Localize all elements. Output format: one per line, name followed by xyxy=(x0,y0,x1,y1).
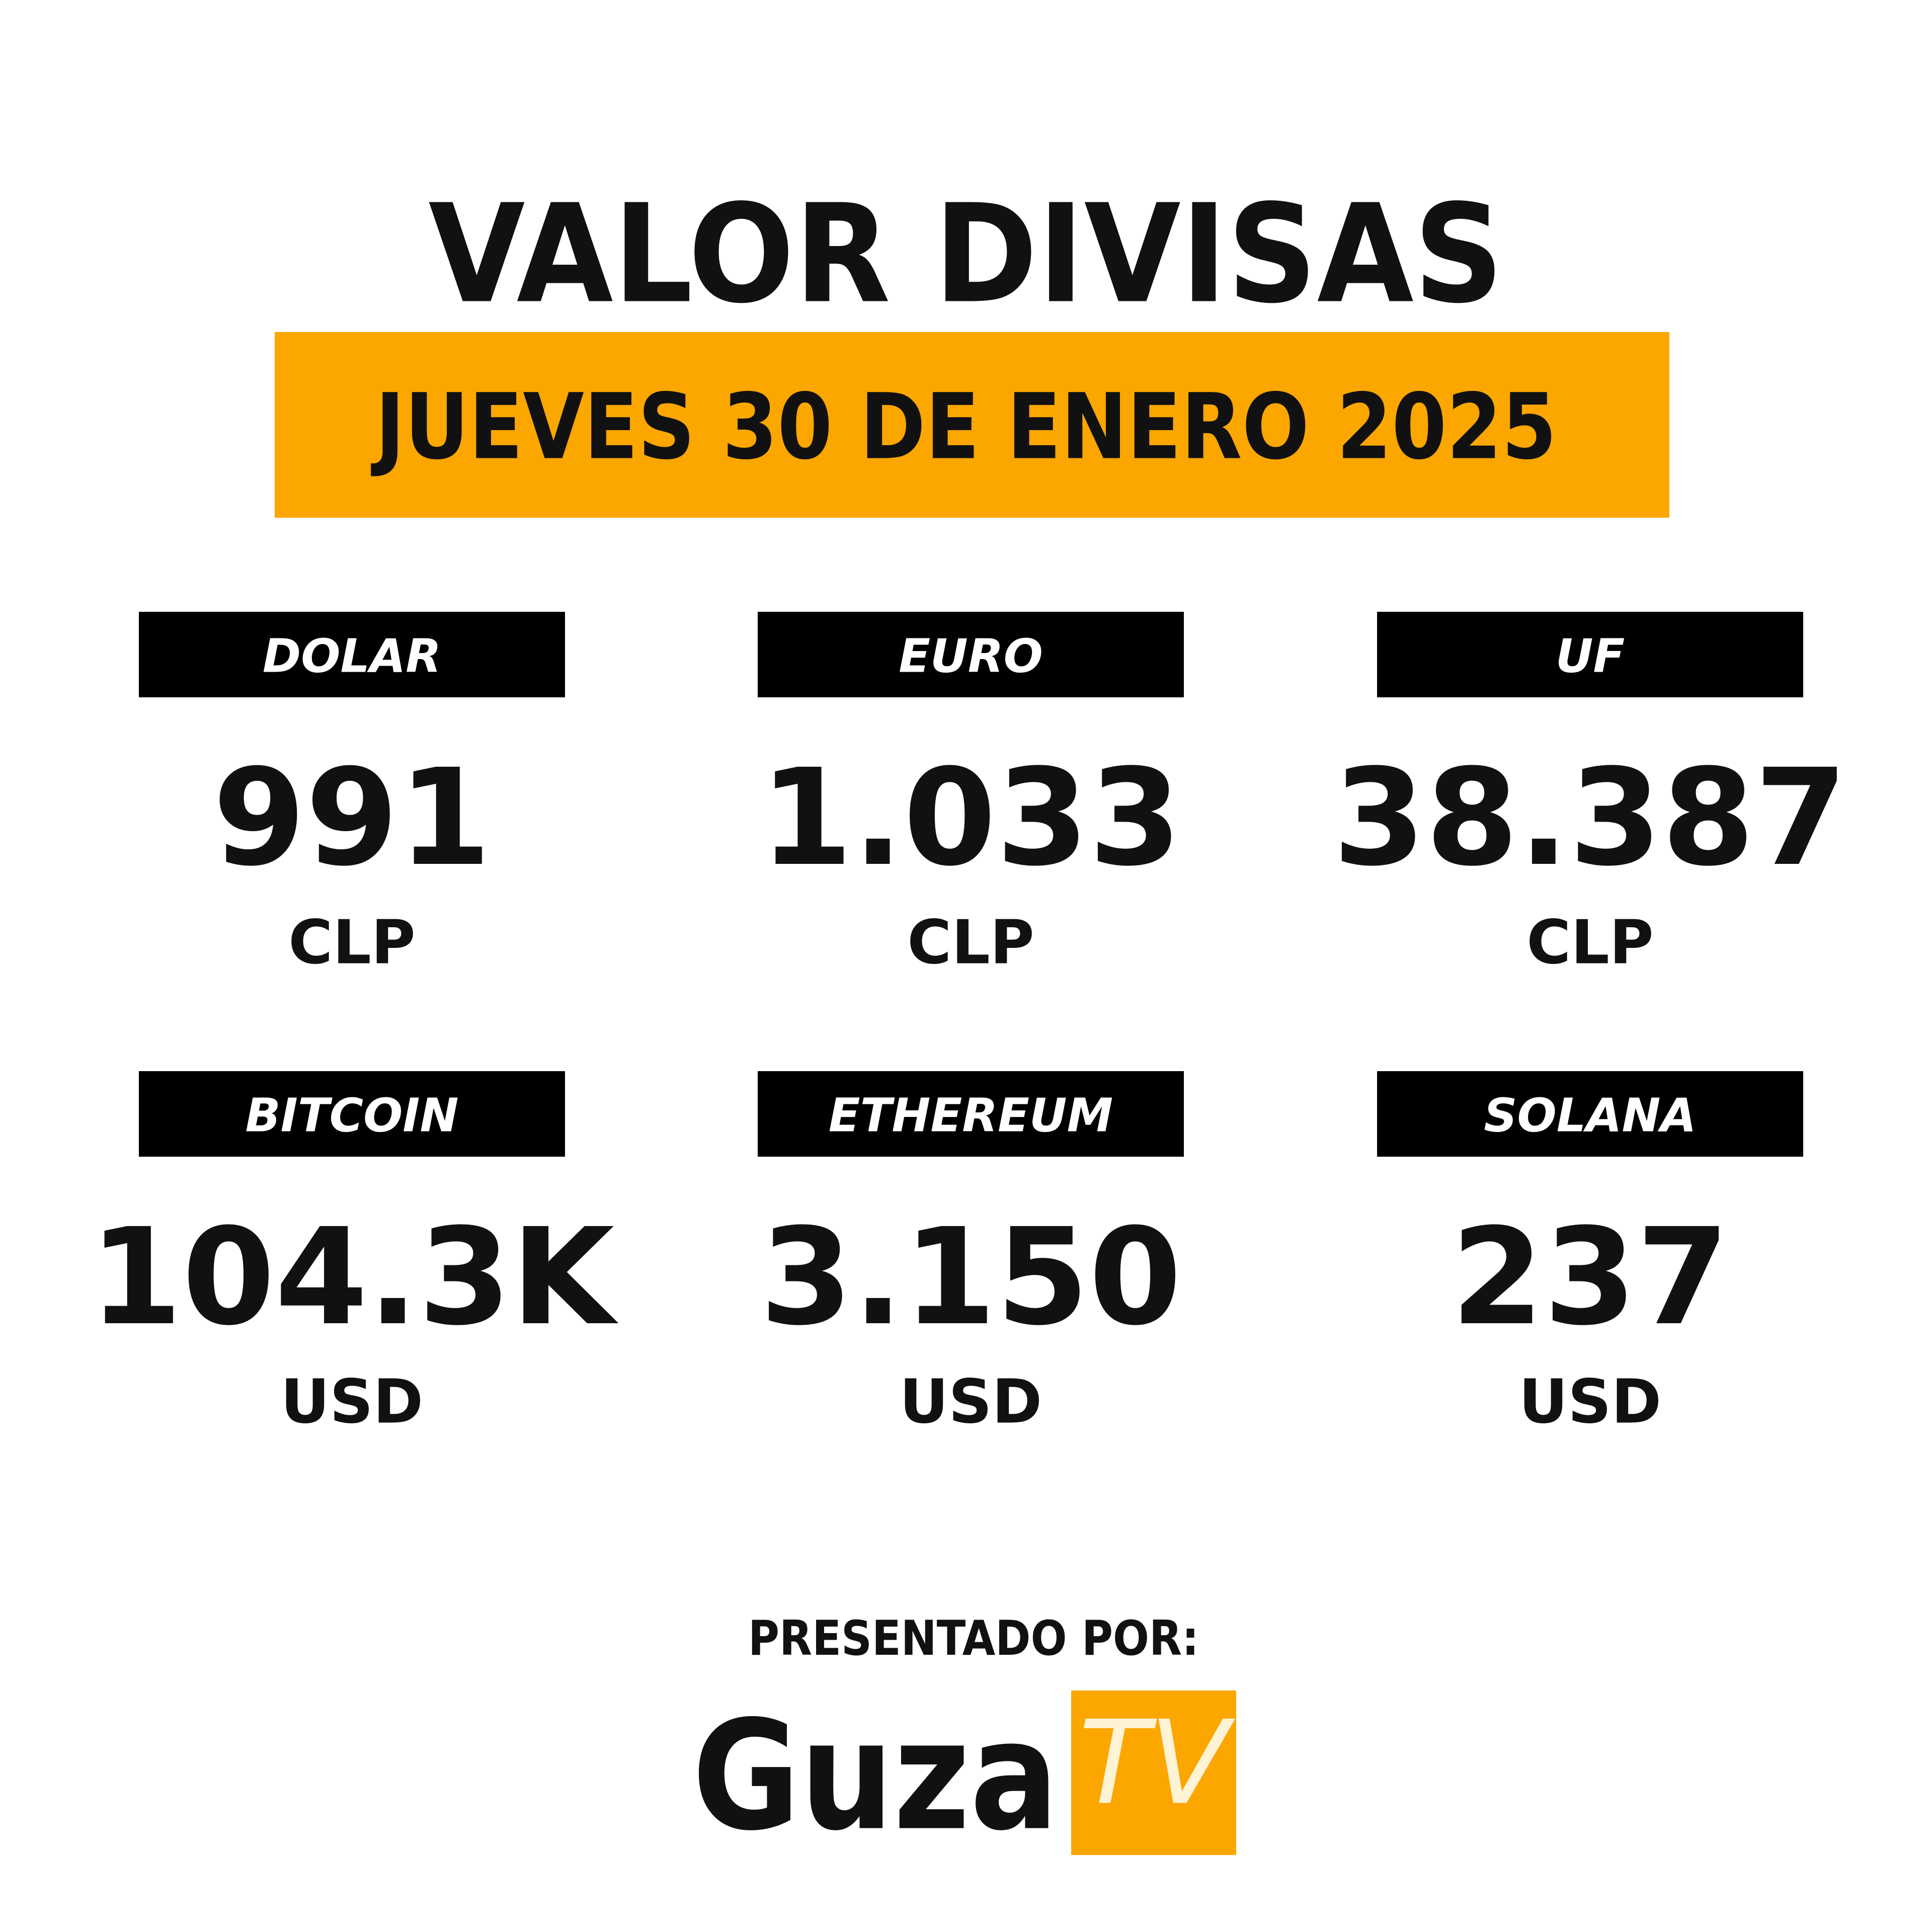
logo-badge xyxy=(1071,1691,1236,1855)
card-unit: CLP xyxy=(907,908,1034,978)
card-label-box xyxy=(1377,1071,1803,1157)
card-value: 38.387 xyxy=(1333,741,1847,896)
card-unit: CLP xyxy=(288,908,415,978)
logo-name: Guza xyxy=(692,1688,1059,1864)
card-label: SOLANA xyxy=(1484,1089,1697,1143)
card-label-box xyxy=(758,612,1184,697)
card-value: 3.150 xyxy=(760,1200,1181,1355)
card-label-box xyxy=(139,1071,565,1157)
card-label-box xyxy=(139,612,565,697)
presented-by: PRESENTADO POR: xyxy=(748,1611,1199,1666)
card-unit: USD xyxy=(900,1367,1042,1437)
card-value: 237 xyxy=(1451,1200,1729,1355)
card-unit: USD xyxy=(1519,1367,1661,1437)
date: JUEVES 30 DE ENERO 2025 xyxy=(370,375,1557,480)
date-banner xyxy=(275,332,1669,518)
title: VALOR DIVISAS xyxy=(429,175,1504,334)
card-label: DOLAR xyxy=(263,629,441,683)
cards: DOLAR 991 CLP EURO 1.033 CLP UF 38.387 CLP BITCOI… xyxy=(90,612,1847,1437)
card-label-box xyxy=(1377,612,1803,697)
card-label: ETHEREUM xyxy=(829,1089,1113,1143)
card-value: 104.3K xyxy=(90,1200,620,1355)
card-unit: CLP xyxy=(1526,908,1653,978)
card-value: 991 xyxy=(213,741,491,896)
card-unit: USD xyxy=(281,1367,423,1437)
logo-badge-text: TV xyxy=(1079,1697,1235,1831)
card-label: EURO xyxy=(899,629,1043,683)
card-label-box xyxy=(758,1071,1184,1157)
card-label: UF xyxy=(1556,629,1625,683)
card-value: 1.033 xyxy=(760,741,1181,896)
card-label: BITCOIN xyxy=(245,1089,458,1143)
